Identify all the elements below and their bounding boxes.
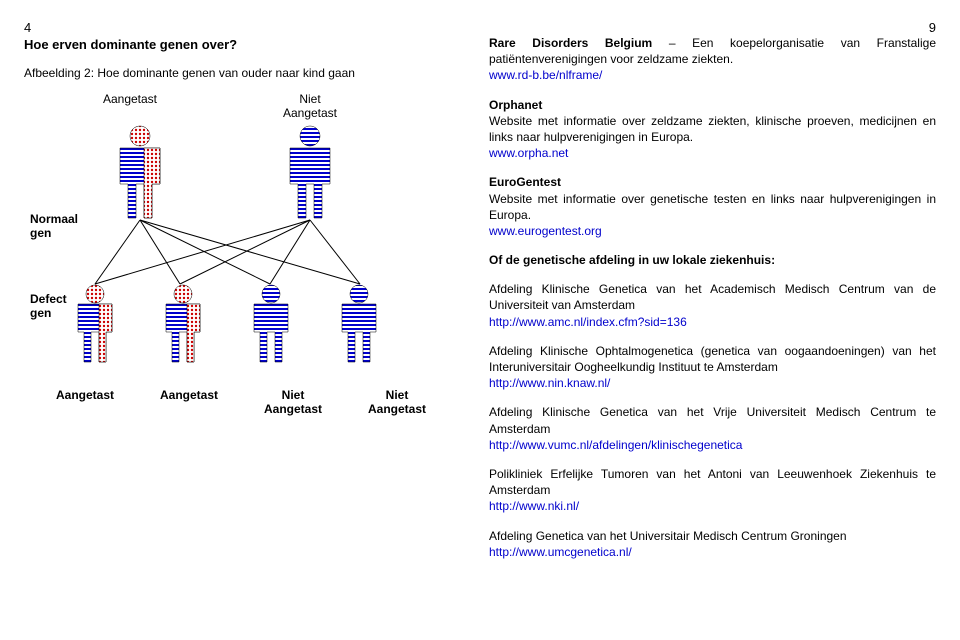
block-vumc: Afdeling Klinische Genetica van het Vrij… xyxy=(489,404,936,453)
entry-orphanet: Orphanet Website met informatie over zel… xyxy=(489,97,936,162)
side-label-defect: Defect gen xyxy=(30,292,67,320)
block-amc: Afdeling Klinische Genetica van het Acad… xyxy=(489,281,936,330)
link-eurogentest[interactable]: www.eurogentest.org xyxy=(489,224,602,238)
link-nki[interactable]: http://www.nki.nl/ xyxy=(489,499,579,513)
link-orphanet[interactable]: www.orpha.net xyxy=(489,146,568,160)
parent-label-1: Aangetast xyxy=(80,92,180,120)
entry-local-heading: Of de genetische afdeling in uw lokale z… xyxy=(489,252,936,268)
heading-left: Hoe erven dominante genen over? xyxy=(24,37,471,52)
side-label-normal: Normaal gen xyxy=(30,212,78,240)
figure-caption: Afbeelding 2: Hoe dominante genen van ou… xyxy=(24,66,471,80)
link-rdb[interactable]: www.rd-b.be/nlframe/ xyxy=(489,68,602,82)
parent-figure-2 xyxy=(290,126,330,218)
block-nki: Polikliniek Erfelijke Tumoren van het An… xyxy=(489,466,936,515)
block-nin: Afdeling Klinische Ophtalmogenetica (gen… xyxy=(489,343,936,392)
block-umcg: Afdeling Genetica van het Universitair M… xyxy=(489,528,936,560)
child-figure-4 xyxy=(342,285,376,362)
page-number-left: 4 xyxy=(24,20,471,35)
child-label-3: Niet Aangetast xyxy=(250,388,336,416)
link-umcg[interactable]: http://www.umcgenetica.nl/ xyxy=(489,545,632,559)
parent-figure-1 xyxy=(120,126,160,218)
entry-eurogentest: EuroGentest Website met informatie over … xyxy=(489,174,936,239)
link-amc[interactable]: http://www.amc.nl/index.cfm?sid=136 xyxy=(489,315,687,329)
child-label-4: Niet Aangetast xyxy=(354,388,440,416)
child-figure-1 xyxy=(78,285,112,362)
child-figure-2 xyxy=(166,285,200,362)
link-nin[interactable]: http://www.nin.knaw.nl/ xyxy=(489,376,610,390)
parent-label-2: Niet Aangetast xyxy=(260,92,360,120)
link-vumc[interactable]: http://www.vumc.nl/afdelingen/klinischeg… xyxy=(489,438,742,452)
child-figure-3 xyxy=(254,285,288,362)
inheritance-diagram xyxy=(70,124,490,384)
child-label-2: Aangetast xyxy=(146,388,232,416)
entry-rdb: Rare Disorders Belgium – Een koepelorgan… xyxy=(489,35,936,84)
inheritance-lines xyxy=(95,220,360,284)
page-number-right: 9 xyxy=(489,20,936,35)
child-label-1: Aangetast xyxy=(42,388,128,416)
